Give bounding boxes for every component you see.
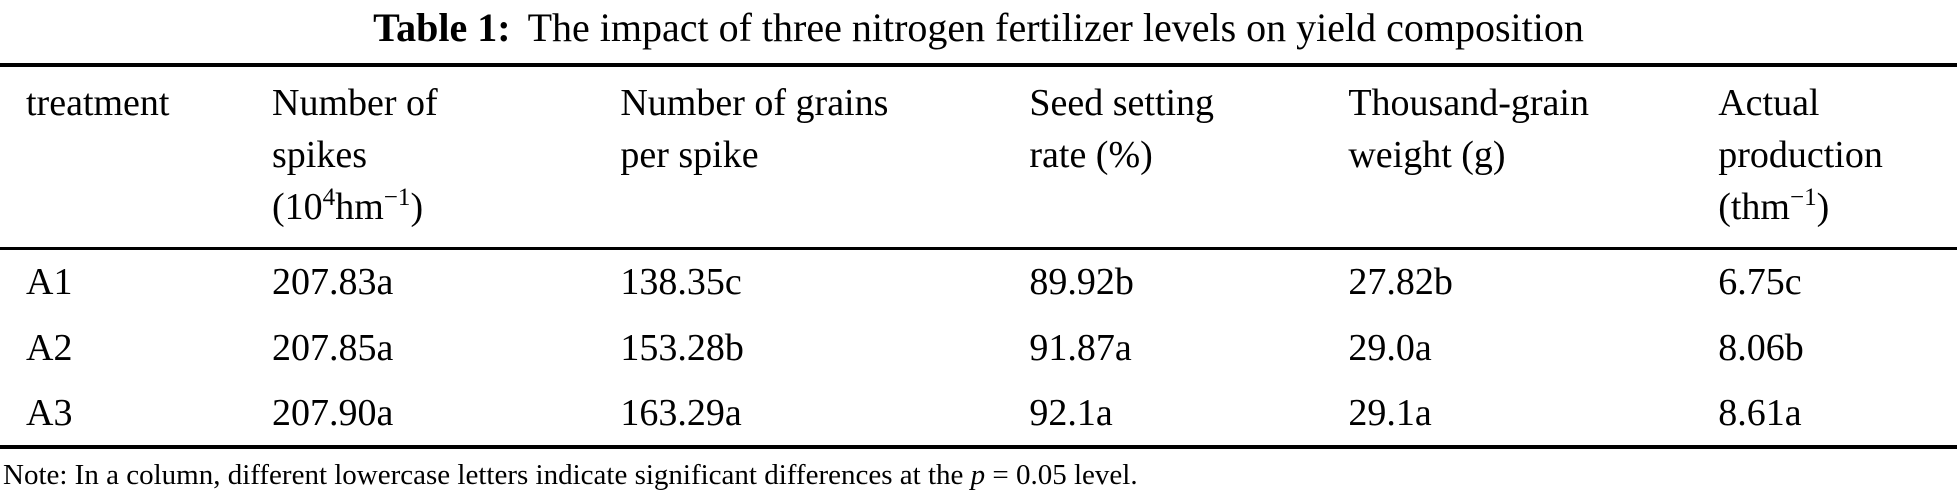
cell-treatment: A3 [26,391,73,434]
header-row: treatment Number of spikes (104hm−1) Num… [0,65,1957,250]
col-header-actual-production: Actual production (thm−1) [1718,65,1957,250]
cell-spikes: 207.85a [272,326,394,369]
note-p-variable: p [970,458,986,491]
cell-grains: 153.28b [620,326,744,369]
cell-thousand-grain: 27.82b [1348,261,1453,304]
header-unit: (104hm−1) [272,184,424,228]
table-caption: Table 1: The impact of three nitrogen fer… [0,0,1957,63]
col-header-number-of-spikes: Number of spikes (104hm−1) [272,65,621,250]
cell-seed-setting: 92.1a [1029,391,1113,434]
unit-open: (10 [272,186,323,228]
note-text-prefix: Note: In a column, different lowercase l… [3,458,971,491]
header-line: Number of [272,82,438,124]
table-note: Note: In a column, different lowercase l… [0,449,1957,493]
cell-treatment: A2 [26,326,73,369]
fertilizer-yield-table: treatment Number of spikes (104hm−1) Num… [0,63,1957,449]
cell-thousand-grain: 29.1a [1348,391,1432,434]
unit-superscript: −1 [383,184,411,212]
col-header-seed-setting-rate: Seed setting rate (%) [1029,65,1349,250]
unit-close: ) [1816,186,1830,228]
header-line: production [1718,134,1883,176]
cell-grains: 163.29a [620,391,742,434]
header-unit: (thm−1) [1718,184,1830,228]
table-caption-label: Table 1: [373,5,511,50]
header-line: Seed setting [1029,82,1215,124]
table-row: A3 207.90a 163.29a 92.1a 29.1a 8.61a [0,381,1957,447]
header-line: Actual [1718,82,1820,124]
header-line: treatment [26,82,170,124]
header-line: spikes [272,134,368,176]
cell-production: 8.06b [1718,326,1804,369]
unit-close: ) [410,186,424,228]
col-header-treatment: treatment [0,65,273,250]
cell-thousand-grain: 29.0a [1348,326,1432,369]
note-text-suffix: = 0.05 level. [985,458,1138,491]
header-line: rate (%) [1029,134,1153,176]
cell-spikes: 207.83a [272,261,394,304]
cell-seed-setting: 89.92b [1029,261,1134,304]
cell-treatment: A1 [26,261,73,304]
table-row: A2 207.85a 153.28b 91.87a 29.0a 8.06b [0,315,1957,381]
cell-production: 8.61a [1718,391,1802,434]
header-line: Number of grains [620,82,889,124]
col-header-grains-per-spike: Number of grains per spike [620,65,1030,250]
cell-production: 6.75c [1718,261,1802,304]
cell-grains: 138.35c [620,261,742,304]
unit-superscript: 4 [322,184,336,212]
unit-open: (thm [1718,186,1790,228]
header-line: per spike [620,134,759,176]
header-line: Thousand-grain [1348,82,1589,124]
table-caption-text: The impact of three nitrogen fertilizer … [527,5,1584,50]
cell-spikes: 207.90a [272,391,394,434]
table-row: A1 207.83a 138.35c 89.92b 27.82b 6.75c [0,249,1957,315]
unit-mid: hm [335,186,384,228]
cell-seed-setting: 91.87a [1029,326,1132,369]
col-header-thousand-grain-weight: Thousand-grain weight (g) [1348,65,1719,250]
header-line: weight (g) [1348,134,1506,176]
unit-superscript: −1 [1789,184,1817,212]
